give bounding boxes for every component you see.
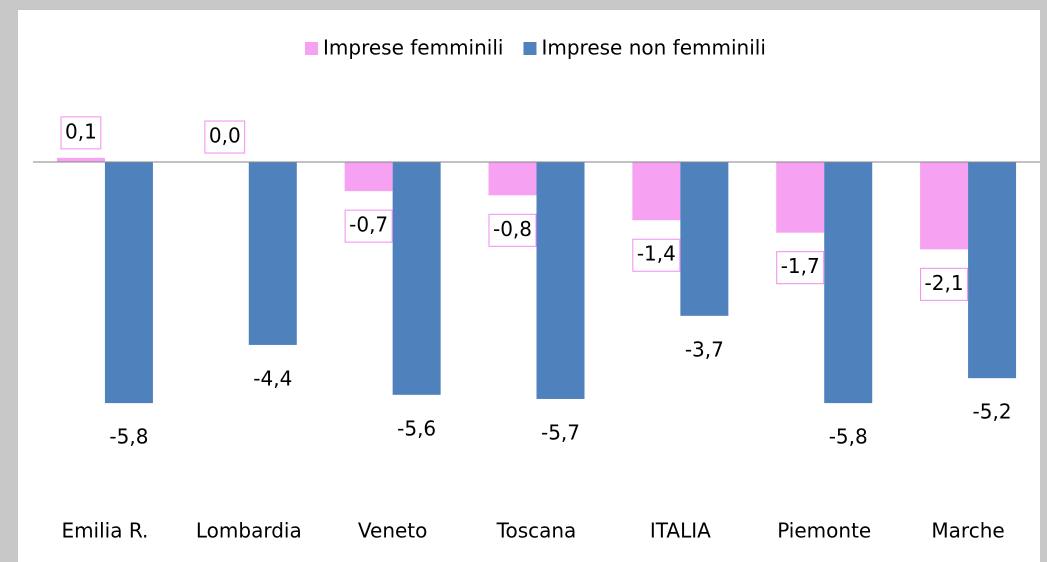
bar	[248, 162, 297, 345]
data-label-box	[920, 267, 969, 301]
bar	[776, 162, 825, 233]
bar	[824, 162, 873, 404]
legend-swatch	[523, 42, 537, 55]
data-label: -5,8	[829, 425, 868, 449]
legend-swatch	[305, 42, 318, 55]
bar	[488, 162, 537, 196]
data-label: -3,7	[685, 337, 724, 361]
x-tick-label: Veneto	[358, 519, 428, 543]
bar	[56, 157, 105, 163]
bar	[104, 162, 153, 404]
x-tick-label: ITALIA	[650, 519, 711, 543]
data-label-box	[344, 209, 393, 243]
bar	[968, 162, 1017, 379]
data-label-box	[632, 238, 681, 272]
data-label: 0,1	[65, 119, 97, 143]
data-label-box	[204, 120, 246, 154]
x-tick-label: Piemonte	[777, 519, 871, 543]
data-label: -5,2	[973, 400, 1012, 424]
data-label: -1,4	[637, 242, 676, 266]
bar	[680, 162, 729, 316]
data-label: -2,1	[925, 271, 964, 295]
data-label: -5,6	[397, 416, 436, 440]
x-tick-label: Toscana	[496, 519, 577, 543]
bar	[536, 162, 585, 399]
data-label-box	[488, 213, 537, 247]
data-label: -1,7	[781, 254, 820, 278]
data-label: -0,7	[349, 213, 388, 237]
data-label-box	[60, 116, 102, 150]
legend-label: Imprese non femminili	[541, 36, 765, 60]
data-label: -4,4	[253, 366, 292, 390]
data-label: 0,0	[209, 124, 241, 148]
x-tick-label: Emilia R.	[61, 519, 148, 543]
x-tick-label: Marche	[931, 519, 1004, 543]
data-label: -5,7	[541, 420, 580, 444]
bar	[344, 162, 393, 192]
x-tick-label: Lombardia	[196, 519, 302, 543]
bar	[920, 162, 969, 250]
bar	[392, 162, 441, 395]
bar	[632, 162, 681, 221]
plot-background	[18, 10, 1040, 562]
legend-label: Imprese femminili	[323, 36, 503, 60]
data-label: -5,8	[109, 425, 148, 449]
data-label-box	[776, 251, 825, 285]
data-label: -0,8	[493, 217, 532, 241]
